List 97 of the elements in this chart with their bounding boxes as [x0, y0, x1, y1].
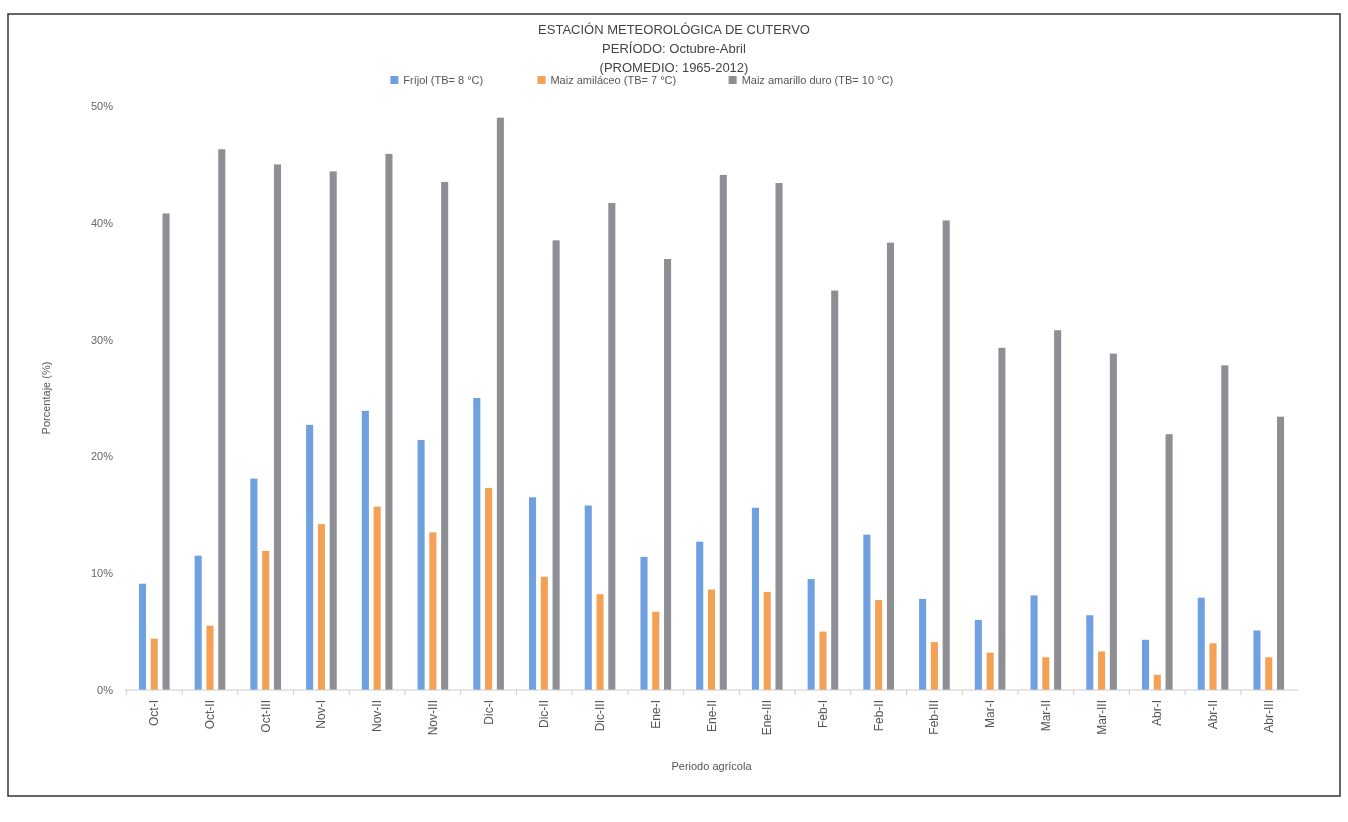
x-tick-label: Nov-II — [370, 700, 385, 733]
x-tick-label: Ene-I — [648, 700, 663, 729]
bar — [485, 487, 493, 690]
y-tick-label: 20% — [90, 450, 114, 463]
x-tick-label: Nov-III — [425, 700, 440, 736]
x-tick-label: Abr-I — [1150, 700, 1165, 727]
bar — [417, 440, 425, 690]
bar — [1054, 330, 1062, 690]
bar — [329, 171, 337, 690]
y-tick-label: 50% — [90, 100, 114, 112]
x-tick-label: Nov-I — [314, 700, 329, 729]
bar — [886, 242, 894, 690]
chart-subtitle: PERÍODO: Octubre-Abril (PROMEDIO: 1965-2012) — [599, 41, 749, 75]
bar — [974, 619, 982, 690]
chart-title: ESTACIÓN METEOROLÓGICA DE CUTERVO — [538, 22, 810, 37]
bar — [875, 600, 883, 690]
x-tick-label: Mar-III — [1094, 700, 1109, 735]
bar — [640, 556, 648, 690]
bar — [707, 589, 716, 690]
bar — [819, 631, 827, 690]
bar — [763, 591, 771, 690]
x-tick-label: Ene-II — [704, 700, 719, 733]
bar — [194, 555, 202, 690]
bar — [998, 347, 1006, 690]
bar — [473, 398, 481, 690]
bar — [138, 583, 146, 690]
bar — [273, 164, 282, 690]
bar — [306, 424, 314, 690]
x-tick-label: Feb-I — [815, 700, 830, 729]
bar — [596, 594, 604, 690]
x-tick-label: Mar-II — [1038, 700, 1053, 732]
x-tick-label: Ene-III — [760, 700, 775, 736]
bar — [361, 410, 369, 690]
y-tick-label: 40% — [90, 216, 114, 229]
bar — [719, 174, 727, 690]
bar — [373, 506, 381, 690]
bar — [664, 259, 672, 690]
bar — [250, 478, 258, 690]
bar — [1086, 615, 1094, 690]
bar — [1042, 657, 1050, 690]
bar — [496, 117, 504, 690]
bar — [1277, 416, 1285, 690]
bar — [540, 576, 548, 690]
bar — [150, 638, 158, 690]
x-tick-label: Feb-II — [871, 700, 886, 732]
bar — [1098, 651, 1106, 690]
bar — [1165, 434, 1173, 690]
bar — [919, 598, 927, 690]
bar — [1109, 353, 1117, 690]
legend-label: Maiz amarillo duro (TB= 10 °C) — [741, 74, 894, 86]
x-tick-label: Feb-III — [927, 700, 942, 735]
bar — [1265, 657, 1273, 690]
x-tick-label: Abr-II — [1206, 700, 1221, 730]
bar — [652, 611, 660, 690]
bar — [162, 213, 170, 690]
x-tick-label: Oct-II — [202, 700, 217, 730]
bar — [807, 579, 815, 690]
bar — [218, 149, 226, 690]
bar — [942, 220, 950, 690]
x-tick-label: Abr-III — [1261, 700, 1276, 733]
x-tick-label: Oct-I — [147, 700, 162, 726]
bar — [1253, 630, 1261, 690]
bar — [1141, 639, 1150, 690]
bar — [1221, 365, 1229, 690]
bar — [1030, 595, 1038, 690]
bar — [262, 551, 270, 690]
y-tick-label: 30% — [90, 333, 114, 346]
bar — [441, 181, 449, 690]
x-tick-label: Oct-III — [258, 700, 273, 733]
x-tick-label: Mar-I — [983, 700, 998, 728]
bar — [696, 541, 704, 690]
y-tick-label: 10% — [90, 567, 114, 580]
y-tick-label: 0% — [97, 684, 114, 696]
bar — [1209, 643, 1217, 690]
bar — [1197, 597, 1205, 690]
bar — [206, 625, 214, 690]
x-tick-label: Dic-III — [593, 700, 608, 732]
y-axis-title: Porcentaje (%) — [40, 361, 52, 435]
bar — [317, 524, 325, 690]
bar — [1153, 674, 1161, 690]
bar — [831, 290, 839, 690]
bar — [863, 534, 871, 690]
bar — [584, 505, 592, 690]
x-axis-title: Periodo agrícola — [671, 760, 753, 772]
bar — [552, 240, 560, 690]
bar — [751, 507, 759, 690]
legend-label: Maiz amiláceo (TB= 7 °C) — [550, 74, 677, 86]
bar — [385, 153, 393, 690]
legend-label: Fríjol (TB= 8 °C) — [403, 74, 484, 86]
bar — [608, 202, 616, 690]
x-tick-label: Dic-I — [481, 700, 496, 725]
bar — [930, 642, 938, 690]
bar — [529, 497, 537, 690]
x-tick-label: Dic-II — [537, 700, 552, 728]
bar — [775, 183, 783, 690]
bar — [429, 532, 437, 690]
bar — [986, 652, 994, 690]
